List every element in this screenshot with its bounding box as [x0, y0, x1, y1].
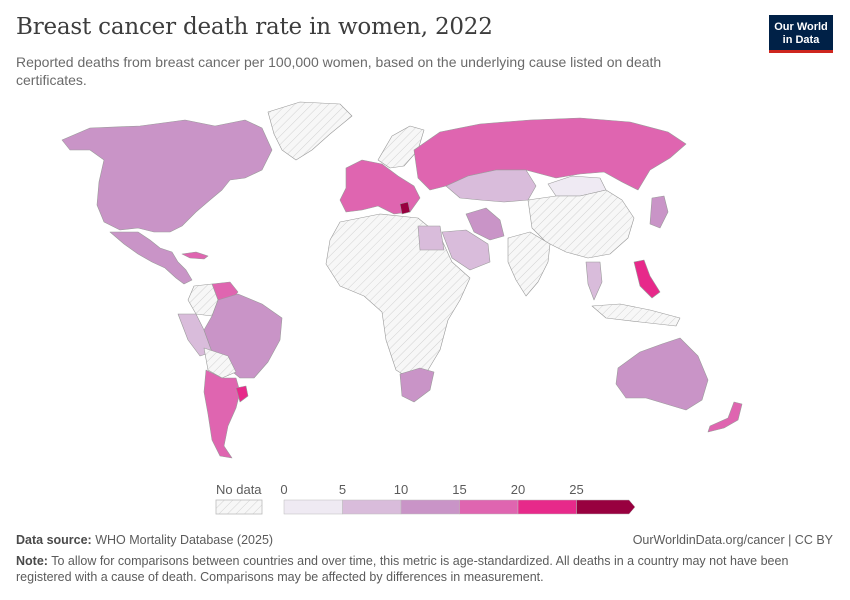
region-scandinavia[interactable]	[377, 125, 425, 169]
legend-bin[interactable]	[517, 499, 577, 515]
data-source-label: Data source:	[16, 533, 92, 547]
region-australia[interactable]	[615, 337, 709, 411]
region-south-africa[interactable]	[399, 367, 435, 403]
legend-color-scale[interactable]	[283, 499, 636, 515]
region-russia[interactable]	[413, 117, 687, 191]
region-japan[interactable]	[649, 195, 669, 229]
chart-footer: Data source: WHO Mortality Database (202…	[16, 532, 833, 585]
note-label: Note:	[16, 554, 48, 568]
region-uruguay[interactable]	[235, 385, 249, 403]
source-url-license[interactable]: OurWorldinData.org/cancer | CC BY	[632, 533, 833, 547]
map-legend: No data 0 5 10 15 20 25	[215, 482, 636, 515]
data-source: Data source: WHO Mortality Database (202…	[16, 532, 273, 548]
legend-tick-label: 10	[394, 482, 408, 497]
region-saudi-arabia[interactable]	[441, 229, 491, 271]
region-cuba[interactable]	[181, 251, 209, 260]
data-source-text[interactable]: WHO Mortality Database (2025)	[95, 533, 274, 547]
region-new-zealand[interactable]	[707, 401, 743, 433]
region-thailand[interactable]	[585, 261, 603, 301]
chart-title: Breast cancer death rate in women, 2022	[16, 14, 493, 40]
logo-line-2: in Data	[782, 33, 820, 46]
legend-bin[interactable]	[400, 499, 460, 515]
region-iran[interactable]	[465, 207, 505, 241]
legend-no-data[interactable]: No data	[215, 482, 263, 515]
region-india[interactable]	[507, 231, 551, 297]
legend-no-data-label: No data	[216, 482, 262, 497]
legend-bin[interactable]	[342, 499, 402, 515]
legend-tick-label: 25	[569, 482, 583, 497]
region-serbia[interactable]	[399, 201, 411, 215]
chart-note: Note: To allow for comparisons between c…	[16, 553, 833, 585]
owid-logo[interactable]: Our World in Data	[769, 15, 833, 53]
region-greenland[interactable]	[267, 101, 353, 161]
region-north-america[interactable]	[61, 119, 273, 233]
legend-tick-labels: 0 5 10 15 20 25	[280, 482, 583, 497]
legend-no-data-swatch	[215, 499, 263, 515]
region-philippines[interactable]	[633, 259, 661, 299]
region-egypt[interactable]	[417, 225, 445, 251]
legend-tick-label: 20	[511, 482, 525, 497]
world-map	[61, 101, 743, 459]
chart-subtitle: Reported deaths from breast cancer per 1…	[16, 54, 662, 88]
region-mexico[interactable]	[109, 231, 193, 285]
note-text: To allow for comparisons between countri…	[16, 554, 789, 584]
legend-bin[interactable]	[283, 499, 343, 515]
legend-bin[interactable]	[459, 499, 519, 515]
logo-line-1: Our World	[774, 21, 828, 33]
region-kazakhstan[interactable]	[445, 169, 537, 203]
legend-tick-label: 15	[452, 482, 466, 497]
region-bolivia[interactable]	[203, 347, 237, 379]
legend-tick-label: 5	[339, 482, 346, 497]
region-indonesia[interactable]	[591, 303, 681, 327]
legend-tick-label: 0	[280, 482, 287, 497]
regions-layer	[61, 101, 743, 459]
legend-bin[interactable]	[576, 499, 636, 515]
region-argentina[interactable]	[203, 369, 241, 459]
